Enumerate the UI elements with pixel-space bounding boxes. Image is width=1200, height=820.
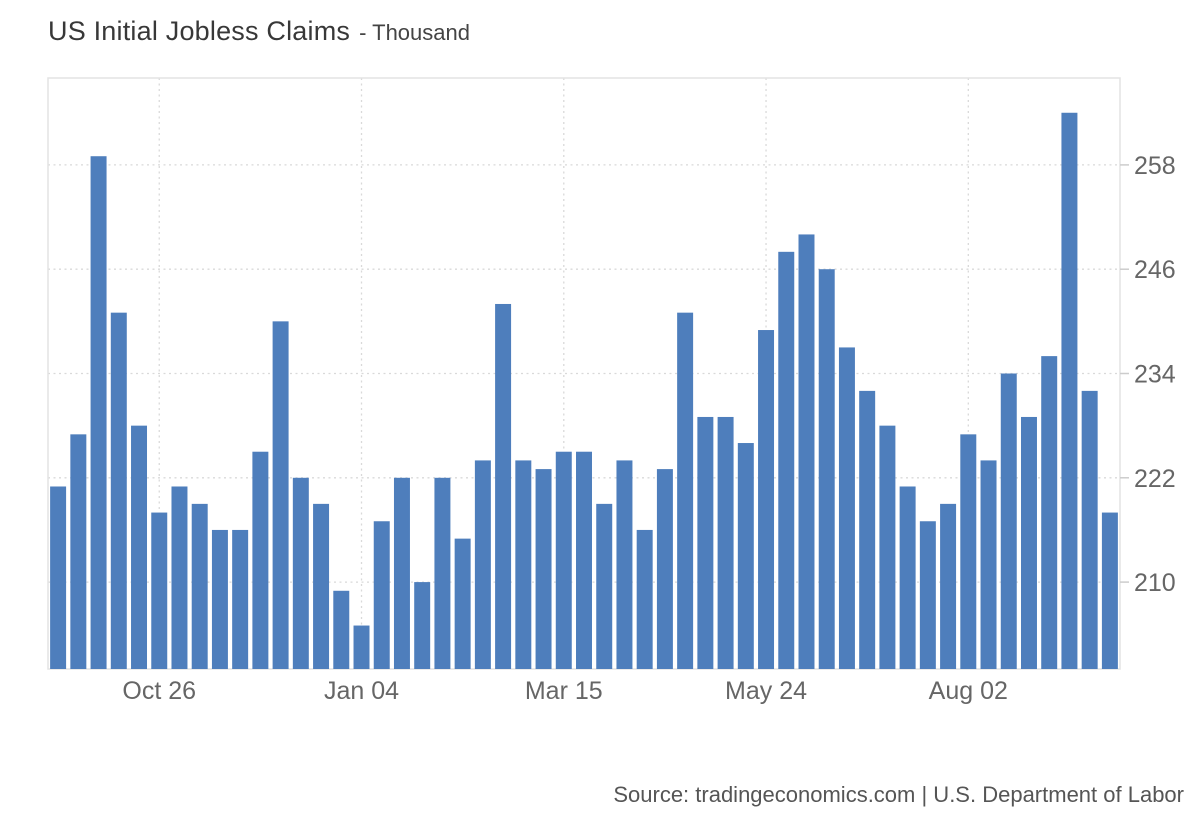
bar[interactable] [373, 521, 390, 669]
bar[interactable] [434, 477, 451, 669]
bar[interactable] [899, 486, 916, 669]
bar[interactable] [232, 529, 249, 669]
bar[interactable] [414, 582, 431, 669]
y-axis-label: 246 [1134, 256, 1176, 284]
bar[interactable] [636, 529, 653, 669]
bar[interactable] [859, 390, 876, 669]
bar[interactable] [1020, 416, 1037, 669]
bar[interactable] [717, 416, 734, 669]
bar[interactable] [1081, 390, 1098, 669]
bar[interactable] [292, 477, 309, 669]
x-axis-label: May 24 [725, 677, 807, 705]
bar[interactable] [1000, 373, 1017, 670]
bar[interactable] [778, 251, 795, 669]
chart-header: US Initial Jobless Claims - Thousand [48, 16, 470, 47]
bar[interactable] [596, 503, 613, 669]
bar[interactable] [1061, 112, 1078, 669]
bar[interactable] [576, 451, 592, 669]
bar[interactable] [656, 469, 673, 669]
bar[interactable] [474, 460, 491, 669]
bar[interactable] [252, 451, 269, 669]
y-axis-label: 210 [1134, 569, 1176, 597]
x-axis-label: Oct 26 [122, 677, 196, 705]
bar[interactable] [697, 416, 714, 669]
bar[interactable] [798, 234, 815, 669]
bar[interactable] [535, 469, 552, 669]
bar[interactable] [171, 486, 188, 669]
y-axis-label: 258 [1134, 152, 1176, 180]
bar[interactable] [1041, 356, 1058, 669]
bar[interactable] [272, 321, 289, 669]
x-axis-label: Mar 15 [525, 677, 603, 705]
bar[interactable] [818, 269, 835, 669]
bar[interactable] [454, 538, 471, 669]
bar[interactable] [838, 347, 855, 669]
bar[interactable] [515, 460, 532, 669]
bar[interactable] [919, 521, 936, 669]
bar[interactable] [353, 625, 370, 669]
bar[interactable] [211, 529, 228, 669]
bar[interactable] [131, 425, 148, 669]
bar[interactable] [333, 590, 350, 669]
bar[interactable] [737, 443, 754, 669]
chart-title: US Initial Jobless Claims [48, 16, 351, 46]
bar[interactable] [960, 434, 977, 669]
bar[interactable] [980, 460, 997, 669]
bar[interactable] [758, 330, 775, 669]
bar[interactable] [191, 503, 208, 669]
source-attribution: Source: tradingeconomics.com | U.S. Depa… [613, 782, 1184, 807]
chart-subtitle: - Thousand [359, 20, 470, 45]
bar[interactable] [50, 486, 67, 669]
bar[interactable] [940, 503, 957, 669]
bar[interactable] [495, 303, 512, 669]
bar[interactable] [879, 425, 896, 669]
bar[interactable] [110, 312, 127, 669]
bar[interactable] [151, 512, 168, 669]
bar[interactable] [616, 460, 633, 669]
x-axis-label: Jan 04 [324, 677, 399, 705]
bar[interactable] [70, 434, 87, 669]
y-axis-label: 222 [1134, 465, 1176, 493]
bar[interactable] [90, 156, 107, 670]
bar[interactable] [313, 503, 330, 669]
x-axis-label: Aug 02 [929, 677, 1008, 705]
bar[interactable] [1101, 512, 1118, 669]
bar[interactable] [393, 477, 410, 669]
y-axis-label: 234 [1134, 361, 1176, 389]
bar[interactable] [677, 312, 694, 669]
bar[interactable] [555, 451, 572, 669]
